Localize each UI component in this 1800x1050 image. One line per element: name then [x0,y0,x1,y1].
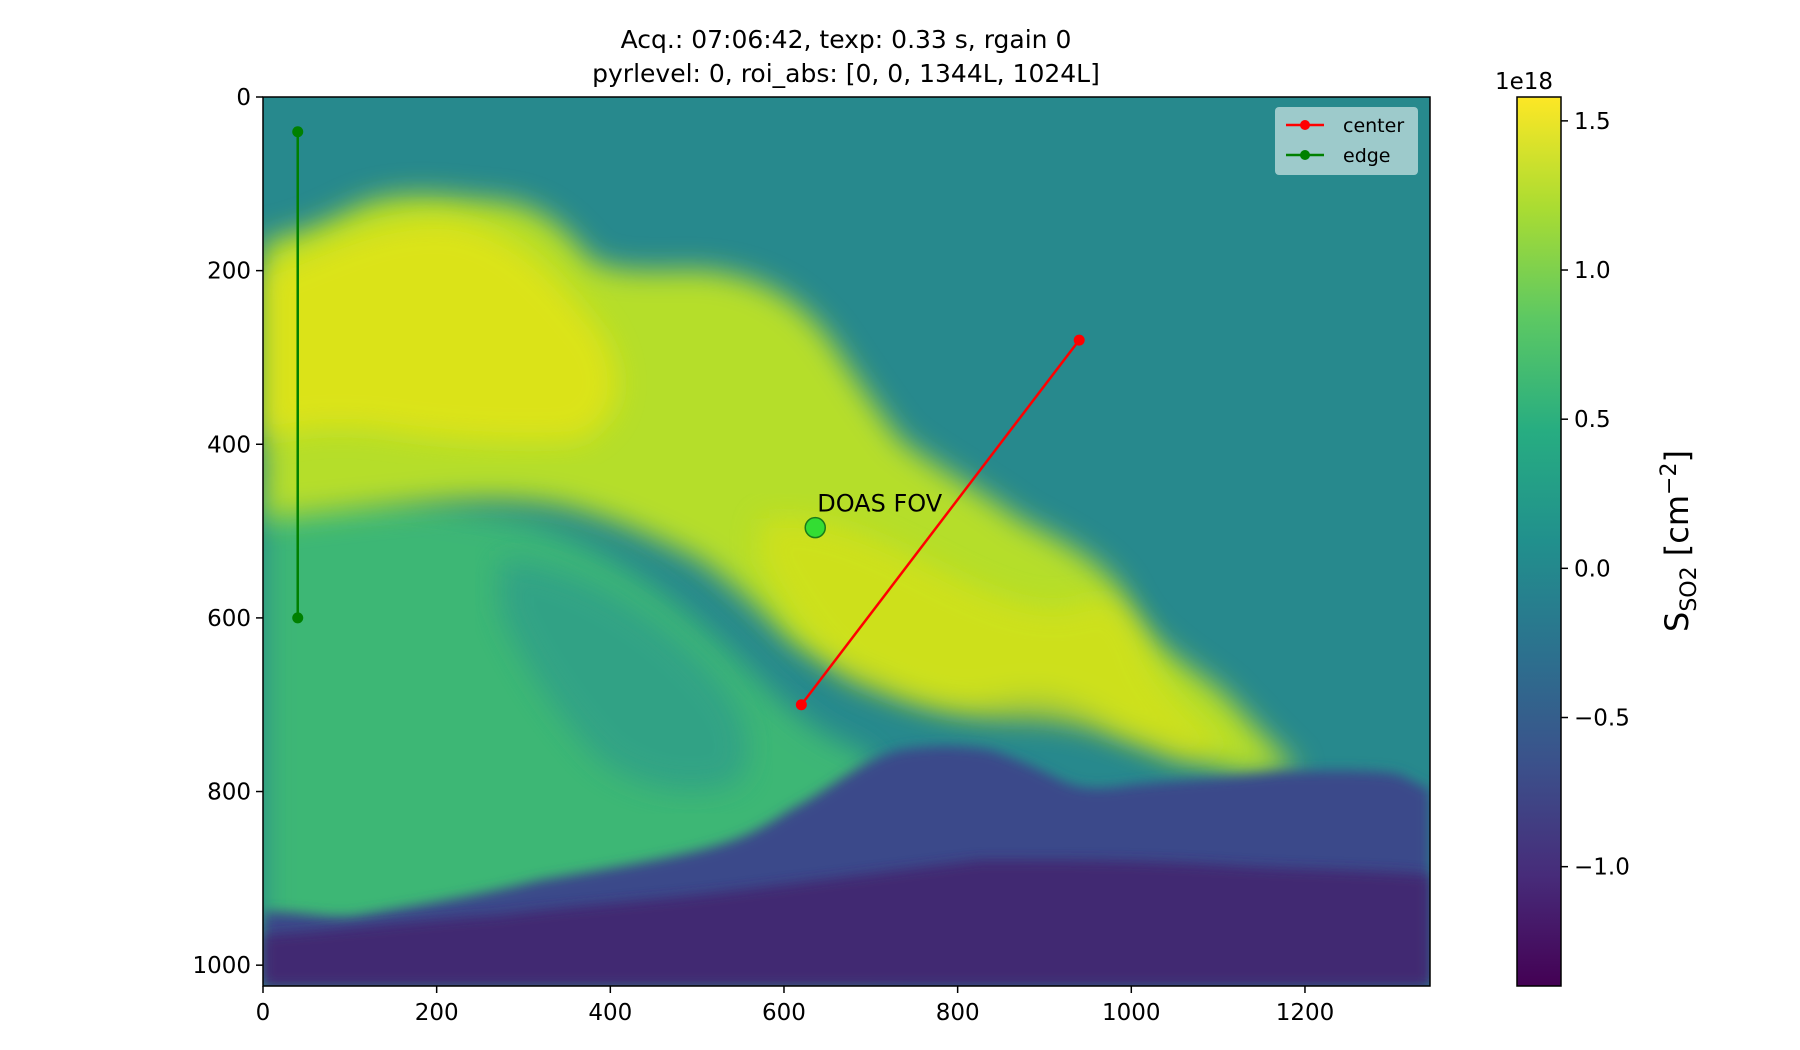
colorbar-tick-label: −1.0 [1574,855,1630,881]
edge-point [292,126,304,138]
x-tick-label: 800 [936,1000,980,1026]
center-point [795,699,807,711]
center-line [800,339,1081,706]
chart-title-line1: Acq.: 07:06:42, texp: 0.33 s, rgain 0 [621,25,1072,54]
heatmap-image [263,97,1430,986]
x-tick-label: 1000 [1102,1000,1161,1026]
doas-fov-annotation: DOAS FOV [804,490,943,539]
legend-center-marker [1300,120,1310,130]
y-tick-label: 400 [207,432,251,458]
colorbar: 1e18 1.5 1.0 0.5 0.0 −0.5 −1.0 SSO2 [cm−2] [1495,69,1702,987]
y-tick-label: 200 [207,259,251,285]
colorbar-tick-label: 0.5 [1574,407,1611,433]
colorbar-gradient [1516,96,1562,987]
x-tick-label: 0 [256,1000,271,1026]
x-tick-label: 1200 [1276,1000,1335,1026]
x-tick-label: 400 [588,1000,632,1026]
chart-title-line2: pyrlevel: 0, roi_abs: [0, 0, 1344L, 1024… [592,59,1100,88]
overlay-lines [292,126,1085,711]
x-tick-label: 600 [762,1000,806,1026]
colorbar-tick-label: 0.0 [1574,556,1611,582]
colorbar-tick-label: 1.5 [1574,109,1611,135]
legend-edge-marker [1300,150,1310,160]
y-tick-label: 800 [207,780,251,806]
colorbar-tick-label: −0.5 [1574,706,1630,732]
legend-center-label: center [1343,115,1404,137]
colorbar-offset-text: 1e18 [1495,69,1553,95]
legend: center edge [1275,107,1418,175]
axes-frame [262,96,1431,987]
y-axis: 0 200 400 600 800 1000 [192,85,263,979]
x-tick-label: 200 [415,1000,459,1026]
x-axis: 0 200 400 600 800 1000 1200 [256,986,1335,1026]
edge-point [292,612,304,624]
colorbar-label: SSO2 [cm−2] [1657,450,1702,632]
y-tick-label: 0 [236,85,251,111]
y-tick-label: 600 [207,606,251,632]
doas-fov-marker [804,516,826,539]
center-point [1073,334,1085,346]
y-tick-label: 1000 [192,953,251,979]
colorbar-tick-label: 1.0 [1574,258,1611,284]
legend-edge-label: edge [1343,145,1391,167]
plume-peak-region [263,219,618,442]
doas-fov-label: DOAS FOV [817,490,943,518]
